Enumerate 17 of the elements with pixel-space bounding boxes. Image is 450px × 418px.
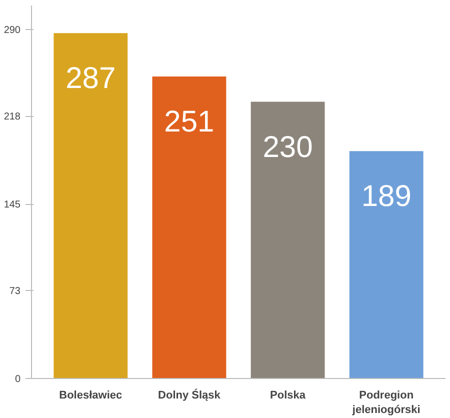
y-tick-label: 218: [4, 112, 21, 123]
y-tick-label: 145: [4, 200, 21, 211]
data-label: 251: [164, 105, 214, 138]
x-tick-label: Podregion jeleniogórski: [351, 390, 420, 416]
x-tick-label: Polska: [270, 390, 306, 402]
bar: [250, 102, 325, 378]
data-label: 287: [66, 62, 116, 96]
y-tick-label: 290: [4, 25, 21, 36]
bar: [152, 76, 226, 378]
x-tick-label: Dolny Śląsk: [158, 388, 222, 402]
bar: [349, 151, 424, 378]
y-tick-label: 0: [14, 374, 21, 385]
bar: [54, 33, 128, 378]
data-label: 230: [262, 130, 313, 164]
y-tick-label: 73: [9, 286, 21, 298]
x-tick-label: Bolesławiec: [59, 390, 122, 402]
data-label: 189: [361, 180, 412, 214]
